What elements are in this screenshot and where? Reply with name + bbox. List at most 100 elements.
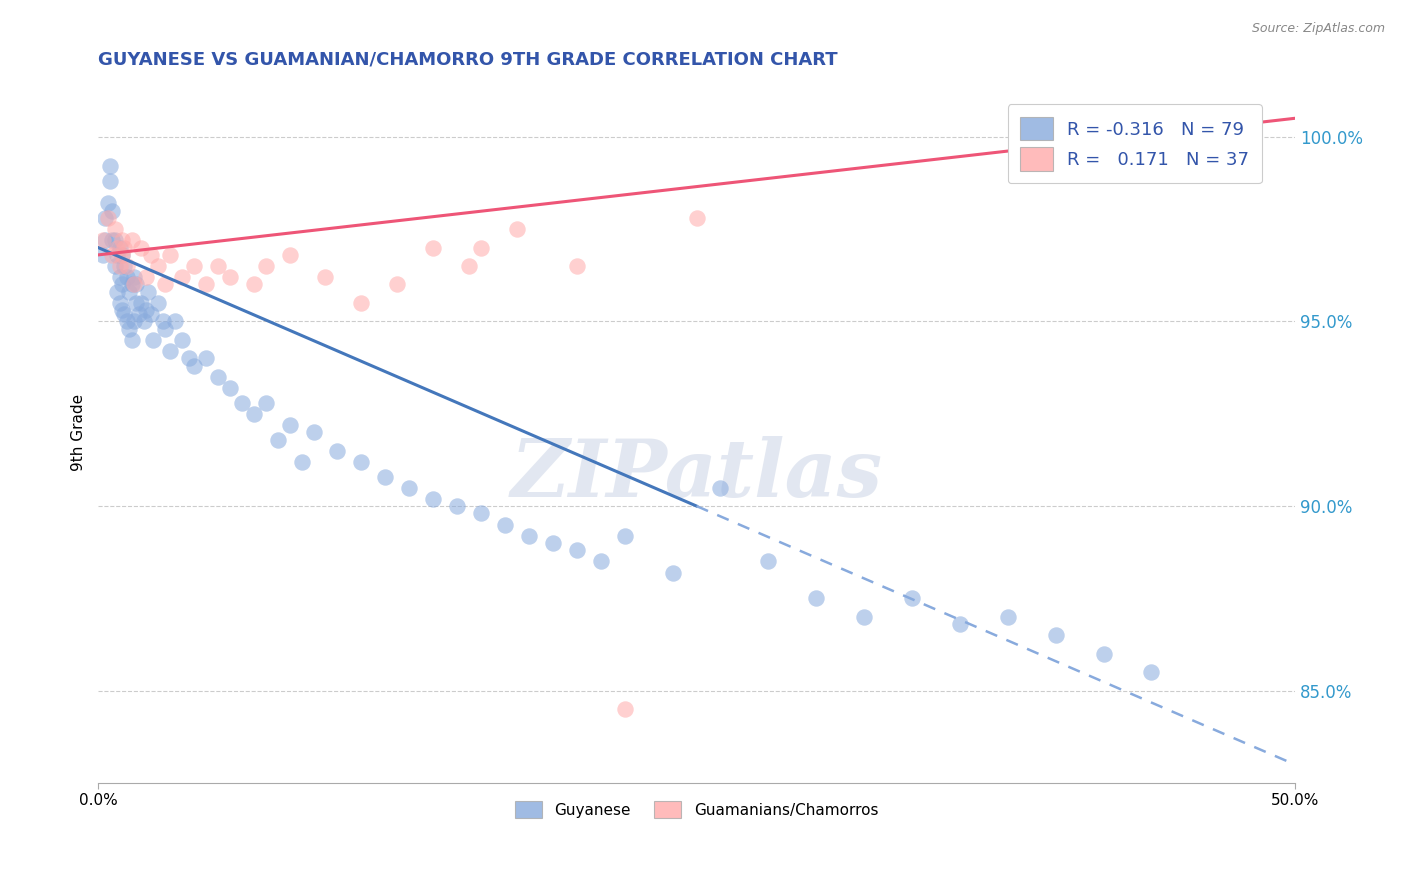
Point xyxy=(112,241,135,255)
Point xyxy=(231,395,253,409)
Point xyxy=(91,248,114,262)
Point xyxy=(104,259,127,273)
Point xyxy=(122,314,145,328)
Point xyxy=(756,554,779,568)
Point xyxy=(159,343,181,358)
Text: Source: ZipAtlas.com: Source: ZipAtlas.com xyxy=(1251,22,1385,36)
Point xyxy=(218,270,240,285)
Point xyxy=(115,270,138,285)
Point xyxy=(565,543,588,558)
Point xyxy=(118,285,141,299)
Point xyxy=(242,277,264,292)
Point xyxy=(1092,647,1115,661)
Point xyxy=(806,591,828,606)
Point xyxy=(111,233,134,247)
Point xyxy=(153,277,176,292)
Point xyxy=(98,159,121,173)
Point xyxy=(153,322,176,336)
Point xyxy=(254,259,277,273)
Point xyxy=(302,425,325,440)
Point xyxy=(374,469,396,483)
Point xyxy=(121,233,143,247)
Point xyxy=(146,296,169,310)
Point xyxy=(170,270,193,285)
Point xyxy=(97,211,120,225)
Point xyxy=(254,395,277,409)
Point xyxy=(112,307,135,321)
Point xyxy=(589,554,612,568)
Point xyxy=(494,517,516,532)
Point xyxy=(163,314,186,328)
Point xyxy=(266,433,288,447)
Point xyxy=(135,303,157,318)
Point xyxy=(108,259,131,273)
Point xyxy=(108,241,131,255)
Point xyxy=(290,455,312,469)
Point xyxy=(997,610,1019,624)
Point xyxy=(91,233,114,247)
Point xyxy=(194,351,217,366)
Point xyxy=(949,617,972,632)
Point xyxy=(446,499,468,513)
Point xyxy=(111,277,134,292)
Point xyxy=(108,296,131,310)
Y-axis label: 9th Grade: 9th Grade xyxy=(72,393,86,471)
Point xyxy=(853,610,876,624)
Point xyxy=(111,303,134,318)
Point xyxy=(146,259,169,273)
Point xyxy=(517,528,540,542)
Legend: Guyanese, Guamanians/Chamorros: Guyanese, Guamanians/Chamorros xyxy=(509,795,884,824)
Point xyxy=(709,481,731,495)
Point xyxy=(98,174,121,188)
Point xyxy=(170,333,193,347)
Point xyxy=(242,407,264,421)
Point xyxy=(350,296,373,310)
Point xyxy=(901,591,924,606)
Point xyxy=(685,211,707,225)
Point xyxy=(132,314,155,328)
Point xyxy=(129,241,152,255)
Point xyxy=(121,277,143,292)
Point xyxy=(111,248,134,262)
Point xyxy=(101,203,124,218)
Point xyxy=(139,248,162,262)
Point xyxy=(104,233,127,247)
Point xyxy=(135,270,157,285)
Point xyxy=(101,233,124,247)
Point xyxy=(128,307,150,321)
Point xyxy=(152,314,174,328)
Point xyxy=(1045,628,1067,642)
Point xyxy=(105,248,128,262)
Point xyxy=(125,296,148,310)
Point xyxy=(314,270,336,285)
Point xyxy=(94,211,117,225)
Point xyxy=(387,277,409,292)
Point xyxy=(177,351,200,366)
Point xyxy=(398,481,420,495)
Point xyxy=(218,381,240,395)
Point xyxy=(326,443,349,458)
Point xyxy=(94,233,117,247)
Point xyxy=(125,277,148,292)
Point xyxy=(613,528,636,542)
Point xyxy=(541,536,564,550)
Point xyxy=(111,248,134,262)
Point xyxy=(129,296,152,310)
Point xyxy=(142,333,165,347)
Point xyxy=(136,285,159,299)
Point xyxy=(350,455,373,469)
Point xyxy=(661,566,683,580)
Point xyxy=(115,259,138,273)
Point xyxy=(470,507,492,521)
Point xyxy=(122,270,145,285)
Point xyxy=(422,491,444,506)
Point xyxy=(183,259,205,273)
Point xyxy=(115,314,138,328)
Point xyxy=(458,259,481,273)
Point xyxy=(1188,112,1211,126)
Point xyxy=(121,333,143,347)
Point xyxy=(108,270,131,285)
Point xyxy=(139,307,162,321)
Point xyxy=(194,277,217,292)
Text: GUYANESE VS GUAMANIAN/CHAMORRO 9TH GRADE CORRELATION CHART: GUYANESE VS GUAMANIAN/CHAMORRO 9TH GRADE… xyxy=(98,51,838,69)
